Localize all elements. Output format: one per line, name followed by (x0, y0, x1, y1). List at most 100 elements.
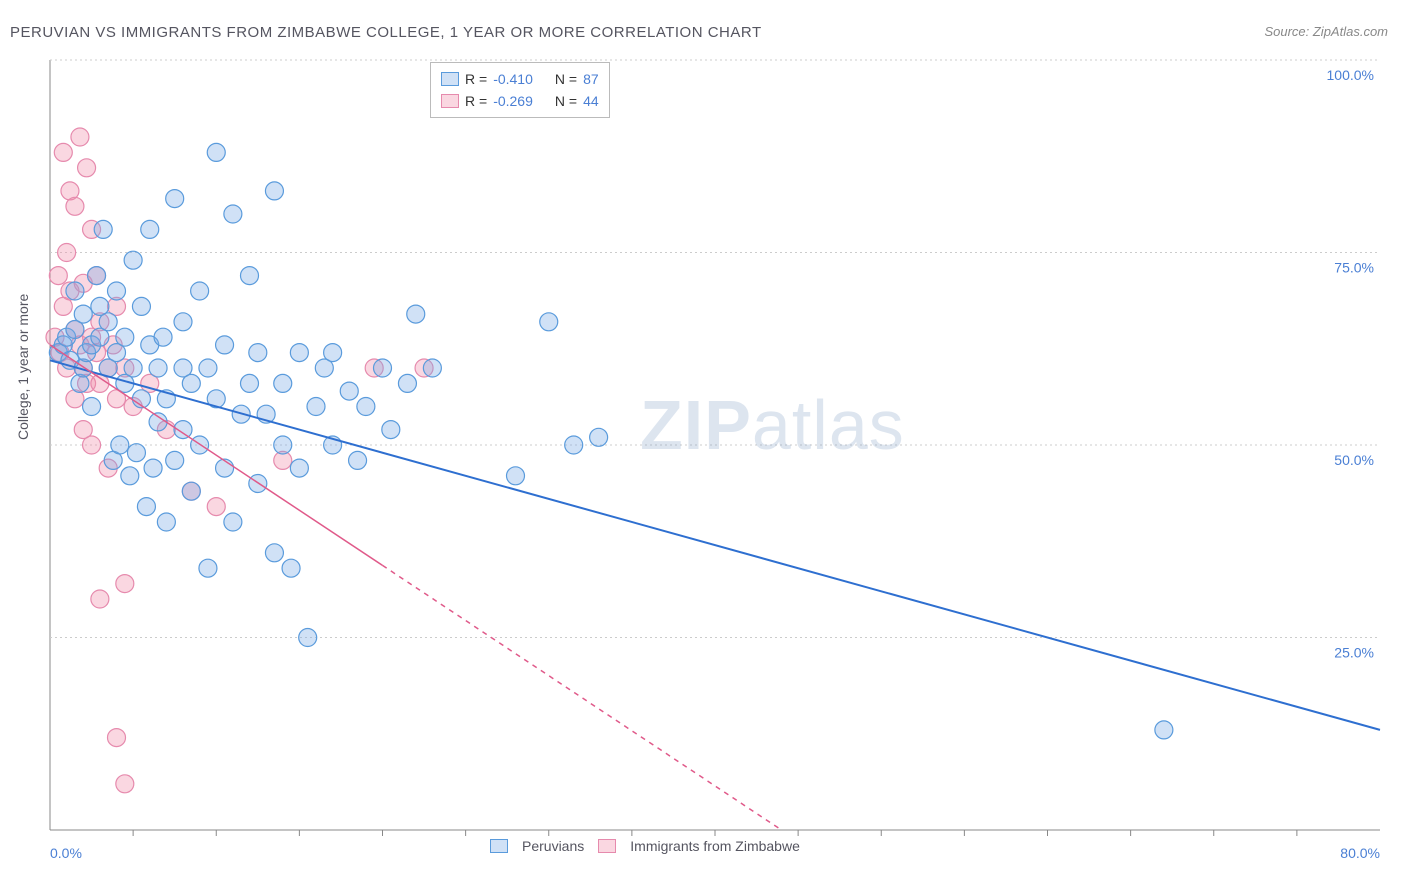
series-legend: Peruvians Immigrants from Zimbabwe (490, 838, 800, 854)
scatter-point (108, 729, 126, 747)
scatter-point (282, 559, 300, 577)
scatter-point (374, 359, 392, 377)
scatter-point (241, 374, 259, 392)
n-value: 44 (583, 93, 599, 109)
scatter-point (83, 398, 101, 416)
scatter-point (299, 629, 317, 647)
scatter-point (157, 513, 175, 531)
scatter-point (274, 436, 292, 454)
chart-svg: 25.0% 50.0% 75.0% 100.0% 0.0% 80.0% (0, 0, 1406, 892)
scatter-point (91, 590, 109, 608)
n-label: N = (555, 93, 577, 109)
scatter-point (224, 513, 242, 531)
scatter-point (191, 282, 209, 300)
scatter-point (407, 305, 425, 323)
n-value: 87 (583, 71, 599, 87)
scatter-point (99, 313, 117, 331)
scatter-point (111, 436, 129, 454)
scatter-point (265, 544, 283, 562)
scatter-point (166, 190, 184, 208)
scatter-point (340, 382, 358, 400)
scatter-point (149, 413, 167, 431)
svg-text:100.0%: 100.0% (1327, 67, 1374, 83)
r-value: -0.410 (493, 71, 533, 87)
scatter-point (49, 267, 67, 285)
scatter-point (66, 282, 84, 300)
scatter-point (116, 328, 134, 346)
legend-swatch (490, 839, 508, 853)
scatter-point (124, 251, 142, 269)
scatter-point (382, 421, 400, 439)
scatter-point (565, 436, 583, 454)
scatter-point (1155, 721, 1173, 739)
scatter-point (54, 143, 72, 161)
trend-line (50, 360, 1380, 730)
svg-text:0.0%: 0.0% (50, 845, 82, 861)
svg-text:25.0%: 25.0% (1334, 645, 1374, 661)
chart-container: PERUVIAN VS IMMIGRANTS FROM ZIMBABWE COL… (0, 0, 1406, 892)
svg-text:80.0%: 80.0% (1340, 845, 1380, 861)
scatter-point (199, 559, 217, 577)
svg-text:75.0%: 75.0% (1334, 260, 1374, 276)
scatter-point (307, 398, 325, 416)
scatter-point (116, 575, 134, 593)
trend-line-extrapolated (383, 565, 782, 830)
scatter-point (274, 374, 292, 392)
scatter-point (66, 197, 84, 215)
scatter-point (58, 244, 76, 262)
scatter-point (423, 359, 441, 377)
top-stats-legend: R = -0.410 N = 87 R = -0.269 N = 44 (430, 62, 610, 118)
legend-stats-row: R = -0.410 N = 87 (441, 68, 599, 90)
scatter-point (216, 336, 234, 354)
legend-series-label: Peruvians (522, 838, 584, 854)
r-value: -0.269 (493, 93, 533, 109)
scatter-point (265, 182, 283, 200)
scatter-point (88, 267, 106, 285)
scatter-point (398, 374, 416, 392)
scatter-point (154, 328, 172, 346)
scatter-point (507, 467, 525, 485)
scatter-point (349, 451, 367, 469)
scatter-point (108, 282, 126, 300)
scatter-point (78, 159, 96, 177)
scatter-point (74, 305, 92, 323)
scatter-point (590, 428, 608, 446)
scatter-point (241, 267, 259, 285)
scatter-point (137, 498, 155, 516)
scatter-point (174, 313, 192, 331)
scatter-point (149, 359, 167, 377)
scatter-point (182, 374, 200, 392)
trend-line (50, 345, 383, 566)
legend-stats-row: R = -0.269 N = 44 (441, 90, 599, 112)
r-label: R = (465, 71, 487, 87)
scatter-point (199, 359, 217, 377)
scatter-point (216, 459, 234, 477)
scatter-point (224, 205, 242, 223)
scatter-point (182, 482, 200, 500)
scatter-point (141, 220, 159, 238)
legend-swatch (598, 839, 616, 853)
scatter-point (124, 359, 142, 377)
scatter-point (249, 344, 267, 362)
r-label: R = (465, 93, 487, 109)
scatter-point (127, 444, 145, 462)
legend-swatch (441, 72, 459, 86)
legend-series-label: Immigrants from Zimbabwe (630, 838, 800, 854)
scatter-point (207, 498, 225, 516)
legend-swatch (441, 94, 459, 108)
scatter-point (71, 128, 89, 146)
n-label: N = (555, 71, 577, 87)
scatter-point (357, 398, 375, 416)
scatter-point (207, 143, 225, 161)
svg-text:50.0%: 50.0% (1334, 452, 1374, 468)
scatter-point (290, 459, 308, 477)
scatter-point (121, 467, 139, 485)
scatter-point (290, 344, 308, 362)
scatter-point (324, 344, 342, 362)
scatter-point (116, 775, 134, 793)
scatter-point (144, 459, 162, 477)
scatter-point (83, 436, 101, 454)
scatter-point (540, 313, 558, 331)
scatter-point (94, 220, 112, 238)
scatter-point (132, 297, 150, 315)
